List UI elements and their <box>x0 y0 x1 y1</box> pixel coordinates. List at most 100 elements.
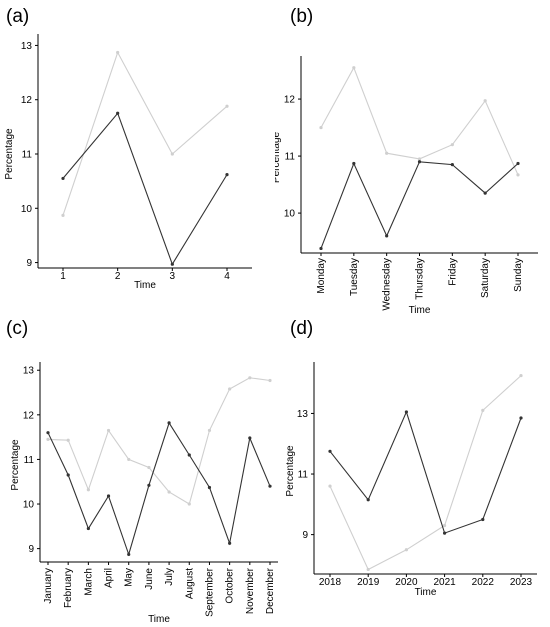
chart-svg: (c) 9 10 11 12 13 January February March April May… <box>6 318 278 625</box>
y-axis-label: Percentage <box>285 445 296 497</box>
data-point <box>170 152 174 156</box>
data-point <box>228 541 232 545</box>
y-tick-label: 9 <box>28 544 34 555</box>
data-point <box>116 50 120 55</box>
data-point <box>167 421 171 425</box>
y-tick-label: 11 <box>298 470 309 481</box>
y-tick-label: 12 <box>284 95 296 106</box>
x-tick-label: 2019 <box>357 577 380 588</box>
data-point <box>483 99 487 103</box>
data-point <box>352 161 356 166</box>
data-point <box>481 517 485 522</box>
x-tick-label: October <box>225 567 236 603</box>
x-tick-label: November <box>245 567 256 614</box>
y-tick-label: 10 <box>21 204 33 215</box>
x-tick-label: 2018 <box>319 577 342 588</box>
y-tick-label: 12 <box>23 410 35 421</box>
x-tick-label: 2020 <box>395 577 418 588</box>
x-tick-label: December <box>265 567 276 614</box>
x-axis-label: Time <box>134 280 156 291</box>
data-point <box>519 416 523 420</box>
series-line <box>47 421 271 557</box>
data-point <box>516 173 520 177</box>
x-tick-label: June <box>144 568 155 590</box>
data-point <box>207 485 212 490</box>
x-tick-label: 2022 <box>472 577 495 588</box>
x-tick-label: September <box>204 567 215 617</box>
data-point <box>268 378 272 383</box>
x-tick-label: March <box>83 568 94 596</box>
data-point <box>46 431 50 435</box>
data-point <box>147 483 151 487</box>
data-point <box>147 465 151 470</box>
data-point <box>66 438 70 442</box>
chart-panel-d: (d) 9 11 13 2018 2019 2020 2021 2022 2023 Time Perc… <box>275 312 550 627</box>
data-point <box>328 449 332 453</box>
data-point <box>352 66 356 70</box>
data-point <box>450 143 454 147</box>
x-tick-label: May <box>124 568 135 587</box>
x-tick-label: Sunday <box>513 258 524 292</box>
x-tick-label: 3 <box>170 271 176 282</box>
data-point <box>417 160 422 164</box>
panel-label: (a) <box>6 6 29 27</box>
chart-panel-c: (c) 9 10 11 12 13 January February March April May… <box>0 312 285 627</box>
data-point <box>366 567 370 572</box>
data-point <box>46 437 50 441</box>
panel-label: (c) <box>6 318 28 339</box>
x-tick-label: 2023 <box>510 577 533 588</box>
data-point <box>481 408 485 413</box>
y-tick-label: 13 <box>23 366 35 377</box>
x-tick-label: 4 <box>224 271 230 282</box>
data-point <box>443 523 447 528</box>
data-point <box>66 473 70 477</box>
panel-label: (d) <box>290 318 313 339</box>
x-tick-label: 1 <box>60 271 66 282</box>
x-tick-label: 2021 <box>433 577 456 588</box>
x-tick-label: July <box>164 568 175 586</box>
data-point <box>187 453 191 457</box>
data-point <box>519 373 523 378</box>
data-point <box>248 436 252 440</box>
chart-panel-b: (b) 10 11 12 Monday Tuesday Wednesday Thursday F… <box>275 0 550 315</box>
x-tick-label: Thursday <box>415 258 426 300</box>
x-tick-label: Wednesday <box>382 258 393 311</box>
data-point <box>404 410 408 414</box>
data-point <box>385 151 389 155</box>
chart-svg: (d) 9 11 13 2018 2019 2020 2021 2022 2023 Time Perc… <box>285 318 537 598</box>
x-tick-label: 2 <box>115 271 121 282</box>
data-point <box>225 173 229 177</box>
data-point <box>106 428 111 433</box>
chart-svg: (b) 10 11 12 Monday Tuesday Wednesday Thursday F… <box>275 6 538 315</box>
data-point <box>516 161 520 166</box>
x-axis-label: Time <box>148 614 170 625</box>
data-point <box>225 104 229 108</box>
y-tick-label: 10 <box>284 209 296 220</box>
data-point <box>207 428 212 433</box>
series-line <box>329 410 522 534</box>
data-point <box>86 488 90 492</box>
x-tick-label: Monday <box>316 258 327 294</box>
data-point <box>167 490 171 494</box>
data-point <box>61 213 65 217</box>
data-point <box>187 502 191 506</box>
panel-label: (b) <box>290 6 313 27</box>
data-point <box>319 246 323 251</box>
y-tick-label: 10 <box>23 500 35 511</box>
data-point <box>127 552 131 557</box>
chart-panel-a: (a) 9 10 11 12 13 1 2 3 4 Time Percentage <box>0 0 275 310</box>
series-line <box>62 112 228 266</box>
data-point <box>404 548 408 552</box>
data-point <box>366 498 370 502</box>
data-point <box>228 387 232 391</box>
data-point <box>483 191 487 195</box>
y-axis-label: Percentage <box>10 439 21 491</box>
data-point <box>248 376 252 380</box>
y-tick-label: 9 <box>302 530 308 541</box>
series-line <box>47 377 271 505</box>
x-tick-label: April <box>104 568 115 588</box>
y-tick-label: 11 <box>22 150 33 161</box>
x-axis-label: Time <box>415 587 437 598</box>
x-tick-label: February <box>63 568 74 608</box>
